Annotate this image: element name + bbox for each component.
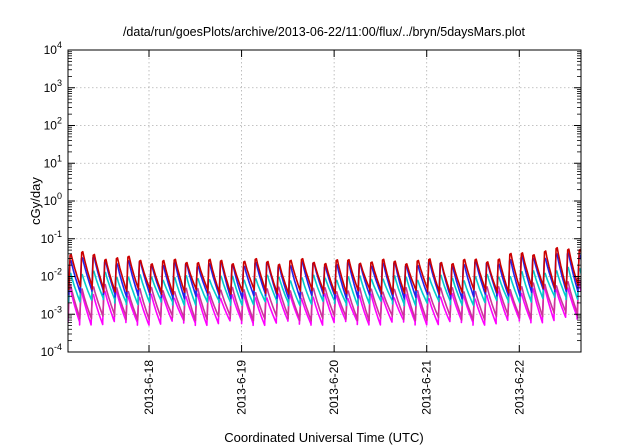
x-tick-label: 2013-6-20 — [327, 360, 341, 415]
x-tick-label: 2013-6-19 — [235, 360, 249, 415]
x-axis-ticks: 2013-6-18 2013-6-19 2013-6-20 2013-6-21 2013… — [142, 50, 526, 415]
series-group — [68, 246, 581, 327]
chart-title: /data/run/goesPlots/archive/2013-06-22/1… — [123, 25, 526, 39]
x-tick-label: 2013-6-22 — [512, 360, 526, 415]
series-line — [68, 246, 581, 295]
x-tick-label: 2013-6-21 — [420, 360, 434, 415]
x-axis-label: Coordinated Universal Time (UTC) — [224, 430, 423, 445]
x-tick-label: 2013-6-18 — [142, 360, 156, 415]
y-axis-label: cGy/day — [28, 177, 43, 225]
